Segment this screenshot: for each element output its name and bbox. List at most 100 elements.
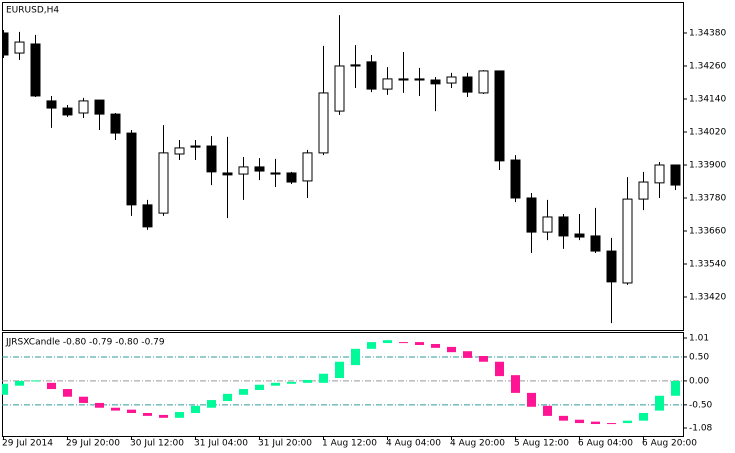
candle-body bbox=[463, 351, 472, 358]
candle-body bbox=[382, 78, 393, 90]
candle-body bbox=[479, 355, 488, 362]
candle-body bbox=[62, 107, 73, 116]
candle-body bbox=[223, 393, 232, 402]
candle-body bbox=[415, 342, 424, 345]
candle-body bbox=[110, 113, 121, 134]
candle-body bbox=[510, 159, 521, 199]
candle-body bbox=[655, 395, 664, 411]
candle-body bbox=[142, 204, 153, 228]
candle-body bbox=[95, 402, 104, 408]
y-tick-label: 1.34020 bbox=[689, 127, 726, 137]
candle-body bbox=[542, 216, 553, 233]
y-tick-label: -1.08 bbox=[689, 424, 713, 434]
candle-body bbox=[366, 61, 377, 90]
y-tick-label: 1.33540 bbox=[689, 259, 726, 269]
candle-body bbox=[63, 389, 72, 397]
candle-body bbox=[302, 152, 313, 182]
candle-body bbox=[206, 145, 217, 173]
y-tick-label: 1.33420 bbox=[689, 292, 726, 302]
candle-body bbox=[158, 152, 169, 214]
candle-body bbox=[574, 233, 585, 238]
candle-body bbox=[254, 166, 265, 172]
candle-body bbox=[31, 380, 40, 382]
candle-body bbox=[558, 216, 569, 237]
candle-body bbox=[174, 147, 185, 155]
y-tick-label: 1.34380 bbox=[689, 28, 726, 38]
x-tick-label: 4 Aug 20:00 bbox=[450, 439, 505, 449]
x-tick-label: 29 Jul 20:00 bbox=[66, 439, 120, 449]
y-tick-label: -0.50 bbox=[689, 400, 713, 410]
candle-body bbox=[2, 32, 9, 56]
candle-body bbox=[239, 389, 248, 395]
candle-body bbox=[111, 407, 120, 411]
main-pane bbox=[2, 2, 684, 331]
candle-body bbox=[431, 344, 440, 348]
candle-body bbox=[78, 100, 89, 114]
candle-body bbox=[478, 70, 489, 94]
candle-body bbox=[654, 164, 665, 184]
y-tick-label: 1.34260 bbox=[689, 61, 726, 71]
candle-body bbox=[606, 250, 617, 283]
candle-body bbox=[79, 396, 88, 403]
candle-body bbox=[207, 400, 216, 408]
candle-body bbox=[30, 43, 41, 97]
candle-body bbox=[143, 413, 152, 416]
candle-body bbox=[591, 421, 600, 425]
candle-body bbox=[543, 405, 552, 416]
candle-body bbox=[399, 342, 408, 344]
x-tick-label: 30 Jul 12:00 bbox=[130, 439, 184, 449]
x-tick-label: 29 Jul 2014 bbox=[2, 439, 53, 449]
candle-body bbox=[447, 346, 456, 353]
candle-body bbox=[638, 181, 649, 200]
x-tick-label: 6 Aug 04:00 bbox=[578, 439, 633, 449]
candle-body bbox=[446, 76, 457, 84]
x-tick-label: 4 Aug 04:00 bbox=[386, 439, 441, 449]
candle-body bbox=[2, 383, 8, 395]
candle-body bbox=[367, 342, 376, 349]
candle-body bbox=[238, 166, 249, 175]
candle-body bbox=[398, 78, 409, 81]
candle-body bbox=[159, 414, 168, 418]
axes: 1.34380 1.34260 1.34140 1.34020 1.33900 1.337… bbox=[2, 28, 726, 448]
candle-body bbox=[511, 375, 520, 393]
y-tick-label: 1.33780 bbox=[689, 193, 726, 203]
x-tick-label: 6 Aug 20:00 bbox=[642, 439, 697, 449]
indicator-plot bbox=[2, 340, 683, 425]
candle-body bbox=[286, 172, 297, 183]
candle-body bbox=[191, 405, 200, 414]
candle-body bbox=[319, 373, 328, 383]
candle-body bbox=[318, 92, 329, 154]
candle-body bbox=[255, 384, 264, 391]
chart-title: EURUSD,H4 bbox=[6, 6, 59, 16]
candle-body bbox=[127, 409, 136, 414]
candle-body bbox=[47, 382, 56, 390]
candle-body bbox=[559, 415, 568, 421]
candle-body bbox=[414, 78, 425, 81]
x-tick-label: 31 Jul 20:00 bbox=[258, 439, 312, 449]
x-tick-label: 5 Aug 12:00 bbox=[514, 439, 569, 449]
candle-body bbox=[270, 172, 281, 175]
candle-body bbox=[494, 70, 505, 162]
candle-body bbox=[590, 235, 601, 252]
candle-body bbox=[670, 164, 681, 186]
candle-body bbox=[334, 65, 345, 112]
y-tick-label: 1.33900 bbox=[689, 160, 726, 170]
candle-body bbox=[671, 380, 680, 396]
candle-body bbox=[623, 420, 632, 424]
candle-body bbox=[287, 381, 296, 384]
candle-body bbox=[607, 423, 616, 425]
candle-body bbox=[527, 392, 536, 407]
y-tick-label: 1.34140 bbox=[689, 94, 726, 104]
candle-body bbox=[190, 145, 201, 148]
candle-body bbox=[271, 382, 280, 386]
candle-body bbox=[350, 64, 361, 67]
candle-body bbox=[430, 79, 441, 85]
candle-body bbox=[14, 41, 25, 54]
indicator-title: JJRSXCandle -0.80 -0.79 -0.80 -0.79 bbox=[5, 338, 165, 348]
candle-body bbox=[94, 99, 105, 115]
candle-body bbox=[351, 348, 360, 366]
y-tick-label: 0.00 bbox=[689, 376, 709, 386]
candle-body bbox=[335, 361, 344, 379]
candle-body bbox=[462, 76, 473, 93]
